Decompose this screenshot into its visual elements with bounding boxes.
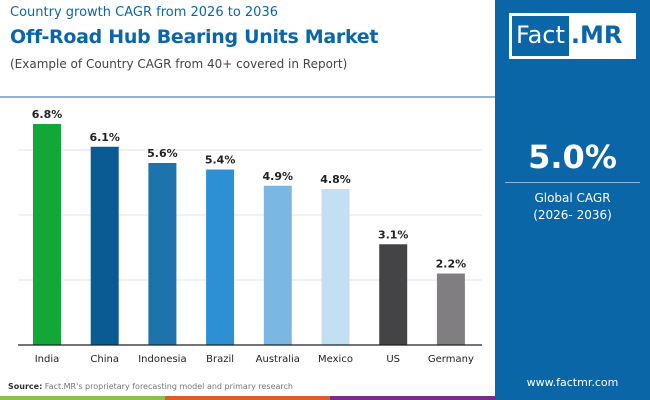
data-label: 6.8%: [32, 108, 63, 121]
chart-subtitle: Country growth CAGR from 2026 to 2036: [10, 5, 278, 20]
bar-indonesia: [148, 163, 177, 345]
data-label: 2.2%: [436, 258, 467, 271]
bar-germany: [436, 273, 465, 345]
chart-note: (Example of Country CAGR from 40+ covere…: [10, 57, 348, 71]
bar-china: [90, 146, 119, 345]
stripe-green: [0, 396, 165, 400]
data-label: 6.1%: [89, 131, 120, 144]
data-label: 4.9%: [263, 170, 294, 183]
website-link[interactable]: www.factmr.com: [526, 376, 619, 389]
chart-title: Off-Road Hub Bearing Units Market: [10, 26, 379, 48]
x-tick-label: Germany: [428, 354, 474, 365]
x-tick-label: Mexico: [318, 354, 353, 365]
bar-mexico: [321, 189, 350, 345]
data-label: 5.4%: [205, 154, 236, 167]
source-text: Fact.MR's proprietary forecasting model …: [42, 382, 294, 391]
stripe-purple: [330, 396, 495, 400]
data-label: 4.8%: [320, 173, 351, 186]
summary-panel: Fact .MR 5.0% Global CAGR (2026- 2036) www…: [495, 0, 650, 400]
bar-chart: 6.8% India 6.1% China 5.6% Indonesia 5.4% Brazi…: [18, 108, 482, 365]
data-label: 5.6%: [147, 147, 178, 160]
bar-australia: [263, 185, 292, 345]
x-tick-label: US: [386, 354, 400, 365]
logo-text-mr: .MR: [570, 21, 623, 49]
global-cagr-period: (2026- 2036): [533, 208, 612, 222]
global-cagr-value: 5.0%: [528, 138, 617, 176]
x-tick-label: India: [35, 354, 60, 365]
x-tick-label: Indonesia: [138, 354, 186, 365]
global-cagr-label: Global CAGR (2026- 2036): [495, 190, 650, 224]
x-tick-label: China: [90, 354, 119, 365]
header-divider: [0, 96, 495, 98]
source-label: Source:: [8, 382, 43, 391]
x-tick-label: Brazil: [206, 354, 234, 365]
stripe-orange: [165, 396, 330, 400]
bar-india: [33, 124, 61, 345]
factmr-logo: Fact .MR: [509, 13, 636, 59]
bar-brazil: [206, 169, 235, 345]
source-note: Source: Fact.MR's proprietary forecastin…: [8, 382, 293, 391]
data-label: 3.1%: [378, 228, 409, 241]
bar-us: [379, 244, 408, 345]
panel-divider: [505, 182, 640, 183]
x-tick-label: Australia: [256, 354, 300, 365]
global-cagr-label-line: Global CAGR: [534, 191, 611, 205]
logo-text: Fact: [512, 16, 569, 56]
